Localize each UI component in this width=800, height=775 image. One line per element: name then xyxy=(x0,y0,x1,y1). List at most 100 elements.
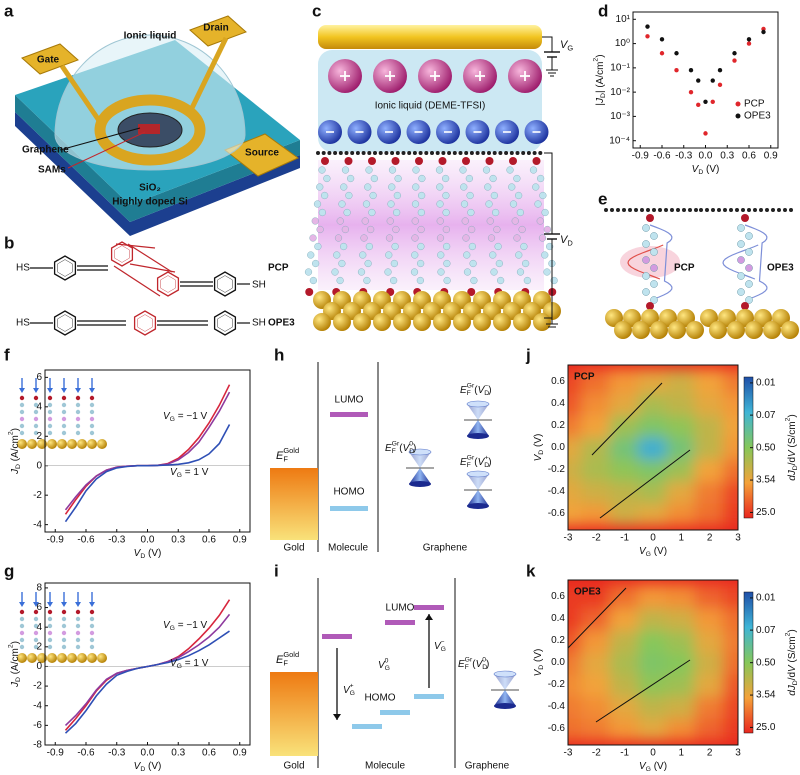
molecule-atom xyxy=(642,224,650,232)
heatmap-cell xyxy=(609,628,640,653)
sulfur-atom xyxy=(368,157,376,165)
label-part: V xyxy=(378,660,386,671)
label-part: 2 xyxy=(784,632,791,636)
molecule-atom xyxy=(61,395,67,401)
heatmap-cell xyxy=(581,479,612,504)
graphene-atom xyxy=(723,208,727,212)
molecule-atom xyxy=(33,409,39,415)
x-tick-label: 2 xyxy=(707,533,713,544)
x-tick-label: -0.6 xyxy=(653,151,671,162)
molecule-atom xyxy=(19,630,25,636)
y-tick-label: -6 xyxy=(33,720,42,731)
molecule-atom xyxy=(442,191,450,200)
y-tick-label: 0 xyxy=(36,661,42,672)
helix xyxy=(744,224,768,300)
y-tick-label: 0.4 xyxy=(551,613,565,624)
label-part: D xyxy=(15,464,22,469)
plot-frame xyxy=(44,582,251,746)
molecule-atom xyxy=(534,200,542,208)
molecule-atom xyxy=(386,217,394,225)
molecule-atom xyxy=(33,416,39,422)
heatmap-cell xyxy=(568,501,584,526)
label-part: V xyxy=(434,641,442,652)
graphene-atom xyxy=(538,151,543,155)
heatmap-cell xyxy=(694,694,725,719)
level-label: LUMO xyxy=(335,395,364,406)
x-tick-label: 0.6 xyxy=(742,151,756,162)
molecule-atom xyxy=(485,200,493,208)
label-part: J xyxy=(10,681,21,688)
y-tick-label: -0.6 xyxy=(548,723,566,734)
cone-rim xyxy=(467,433,489,439)
molecule-atom xyxy=(370,174,378,183)
molecule-atom xyxy=(33,630,39,636)
gold-atom xyxy=(453,313,471,331)
label-part: (V) xyxy=(145,761,161,772)
molecule-atom xyxy=(341,225,349,234)
sulfur-atom xyxy=(305,288,314,296)
molecule-atom xyxy=(19,423,25,429)
graphene-atom xyxy=(407,151,412,155)
heatmap-cell xyxy=(568,672,584,697)
heatmap-cell xyxy=(637,391,669,416)
benzene-ring xyxy=(213,310,237,336)
gate-pad xyxy=(21,43,79,75)
molecule-atom xyxy=(89,637,95,643)
leader-line xyxy=(59,127,141,151)
molecule-atom xyxy=(75,395,81,401)
label-part: (V) xyxy=(651,546,667,557)
thiol-label: SH xyxy=(252,318,266,329)
heatmap-cell xyxy=(694,716,725,741)
heatmap-cell xyxy=(722,584,738,609)
label-part: (S/cm xyxy=(787,421,798,450)
y-axis-label: VD (V) xyxy=(533,434,545,462)
molecule-atom xyxy=(543,225,551,234)
molecule-atom xyxy=(417,225,425,234)
device-label: Source xyxy=(245,148,279,159)
molecule-atom xyxy=(737,240,745,248)
sulfur-atom xyxy=(321,157,329,165)
heatmap-cell xyxy=(568,457,584,482)
graphene-atom xyxy=(747,208,751,212)
region-label: Graphene xyxy=(423,543,468,554)
leader-line xyxy=(67,131,146,169)
benzene-inner xyxy=(57,259,73,277)
heatmap-cell xyxy=(581,501,612,526)
label-part: V xyxy=(560,234,569,246)
field-arrow-head xyxy=(61,602,67,607)
graphene-atom xyxy=(492,151,497,155)
molecule-atom xyxy=(390,259,398,268)
panel-letter: k xyxy=(526,561,536,580)
molecule-atom xyxy=(331,268,339,276)
molecule-atom xyxy=(541,251,549,259)
level-label: LUMO xyxy=(386,603,415,614)
circuit-wire xyxy=(544,152,553,234)
y-axis-label: JD (A/cm2) xyxy=(7,428,22,475)
molecule-atom xyxy=(463,251,471,259)
molecule-atom xyxy=(333,251,341,259)
graphene-atom xyxy=(789,208,793,212)
y-tick-label: -0.4 xyxy=(548,486,566,497)
heatmap-cell xyxy=(722,672,738,697)
x-axis-label: VG (V) xyxy=(639,761,667,773)
x-tick-label: -0.6 xyxy=(77,535,95,546)
label-part: 0 xyxy=(385,657,389,664)
graphene-fermi-label: EFGr(VD+) xyxy=(460,454,492,469)
graphene-atom xyxy=(705,208,709,212)
device-label: Ionic liquid xyxy=(124,31,177,42)
gold-atom xyxy=(413,313,431,331)
molecule-atom xyxy=(89,409,95,415)
molecule-atom xyxy=(508,183,516,191)
label-part: (A/cm xyxy=(10,648,21,677)
heatmap-cell xyxy=(581,628,612,653)
heatmap-cell xyxy=(609,369,640,394)
dirac-cone xyxy=(467,404,489,420)
lumo-level xyxy=(322,634,352,639)
molecule-atom xyxy=(536,217,544,225)
graphene-atom xyxy=(481,151,486,155)
data-point xyxy=(688,68,694,73)
molecule-atom xyxy=(417,242,425,251)
gold-atom xyxy=(27,653,37,663)
molecule-atom xyxy=(642,288,650,296)
molecule-atom xyxy=(312,259,320,268)
